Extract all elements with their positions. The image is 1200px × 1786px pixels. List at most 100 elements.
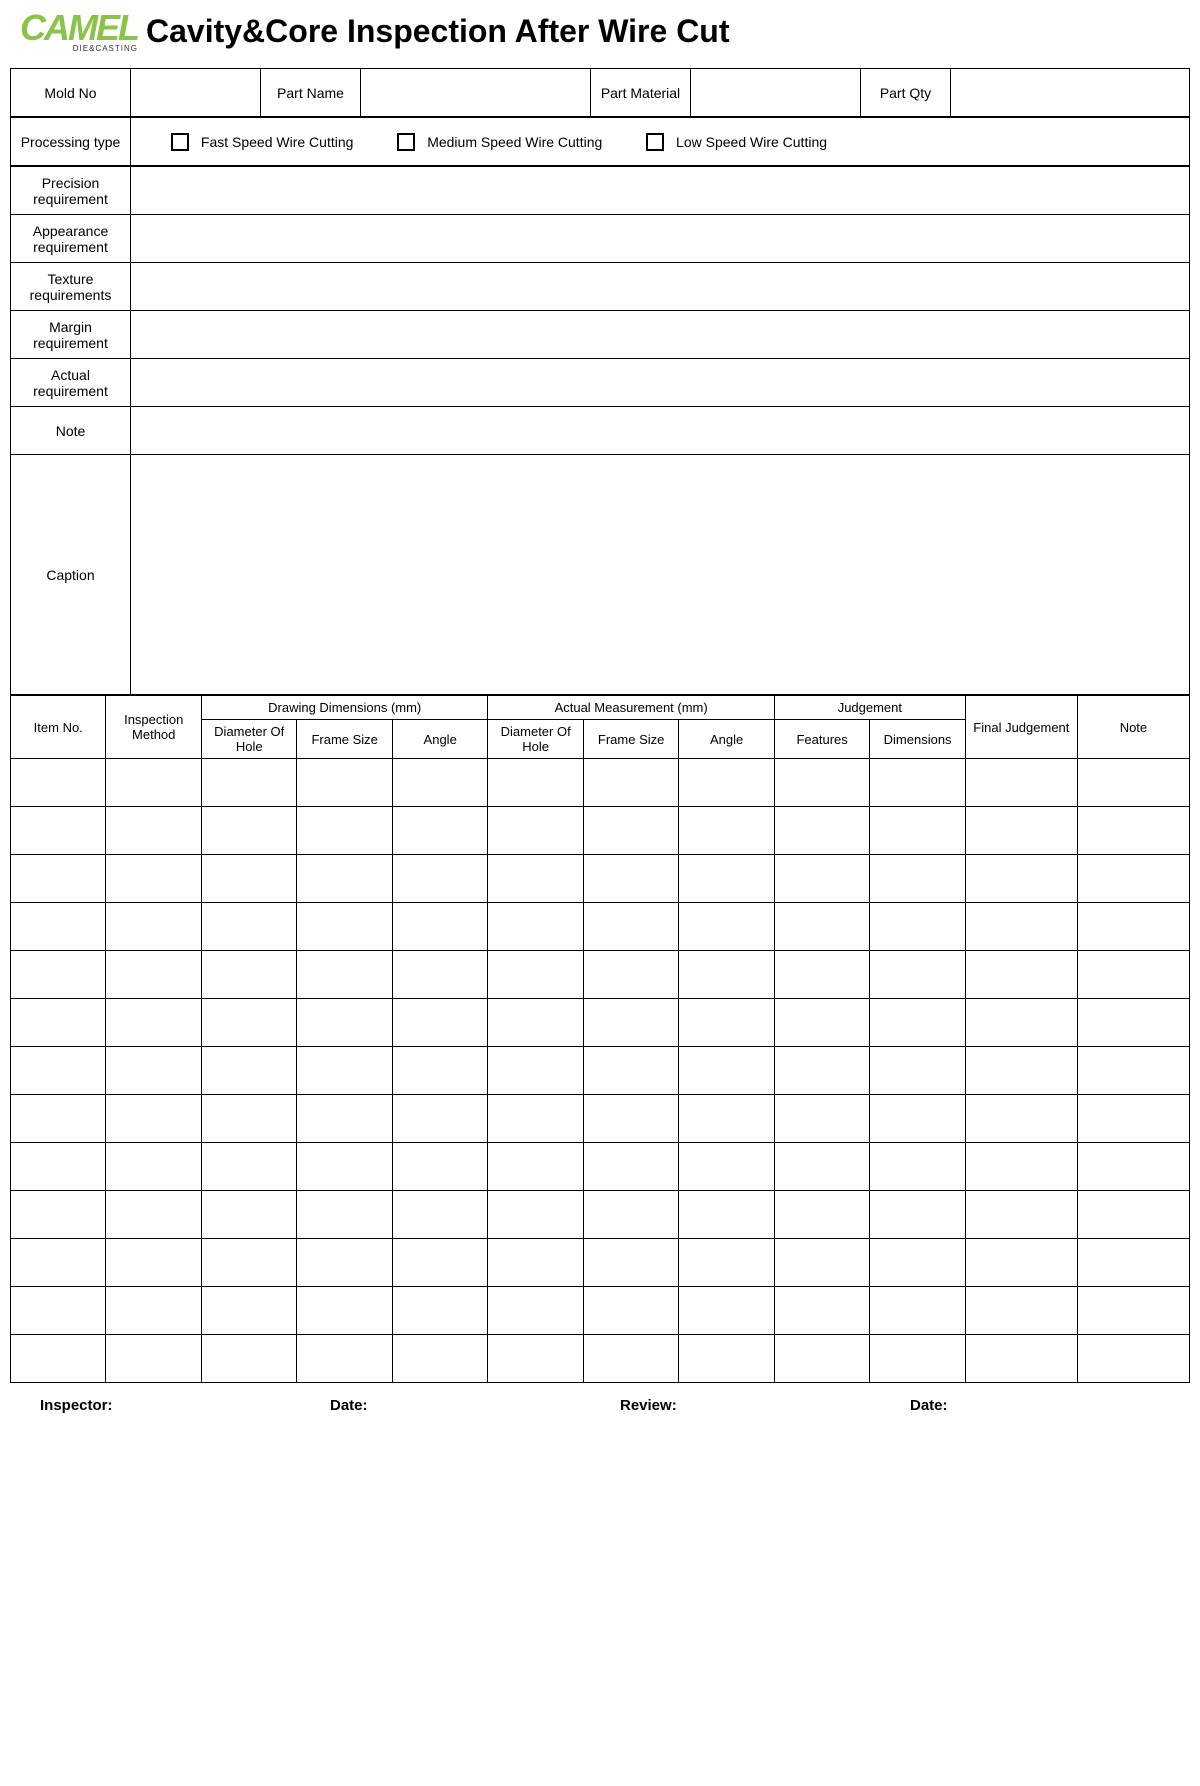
table-cell[interactable]	[392, 807, 487, 855]
table-cell[interactable]	[583, 759, 678, 807]
table-cell[interactable]	[1077, 1335, 1189, 1383]
table-cell[interactable]	[774, 1191, 869, 1239]
table-cell[interactable]	[870, 903, 965, 951]
table-cell[interactable]	[583, 903, 678, 951]
table-cell[interactable]	[965, 807, 1077, 855]
table-cell[interactable]	[1077, 951, 1189, 999]
table-cell[interactable]	[870, 1143, 965, 1191]
actual-value[interactable]	[131, 359, 1190, 407]
table-cell[interactable]	[583, 1095, 678, 1143]
checkbox-medium[interactable]	[397, 133, 415, 151]
checkbox-fast[interactable]	[171, 133, 189, 151]
table-cell[interactable]	[201, 759, 296, 807]
precision-value[interactable]	[131, 167, 1190, 215]
table-cell[interactable]	[583, 999, 678, 1047]
table-cell[interactable]	[488, 1287, 583, 1335]
table-cell[interactable]	[11, 807, 106, 855]
table-cell[interactable]	[488, 1047, 583, 1095]
table-cell[interactable]	[11, 855, 106, 903]
table-cell[interactable]	[679, 1095, 774, 1143]
table-cell[interactable]	[11, 1143, 106, 1191]
table-cell[interactable]	[201, 807, 296, 855]
table-cell[interactable]	[11, 999, 106, 1047]
table-cell[interactable]	[488, 903, 583, 951]
table-cell[interactable]	[679, 855, 774, 903]
table-cell[interactable]	[297, 903, 392, 951]
table-cell[interactable]	[392, 1047, 487, 1095]
part-name-value[interactable]	[361, 69, 591, 117]
table-cell[interactable]	[392, 1287, 487, 1335]
table-cell[interactable]	[106, 1239, 201, 1287]
table-cell[interactable]	[583, 951, 678, 999]
table-cell[interactable]	[488, 1095, 583, 1143]
table-cell[interactable]	[583, 855, 678, 903]
table-cell[interactable]	[965, 759, 1077, 807]
table-cell[interactable]	[297, 1095, 392, 1143]
table-cell[interactable]	[774, 903, 869, 951]
table-cell[interactable]	[297, 759, 392, 807]
table-cell[interactable]	[774, 807, 869, 855]
table-cell[interactable]	[583, 1287, 678, 1335]
note-value[interactable]	[131, 407, 1190, 455]
table-cell[interactable]	[392, 855, 487, 903]
table-cell[interactable]	[774, 1239, 869, 1287]
table-cell[interactable]	[392, 951, 487, 999]
table-cell[interactable]	[297, 1047, 392, 1095]
table-cell[interactable]	[870, 1335, 965, 1383]
table-cell[interactable]	[965, 951, 1077, 999]
table-cell[interactable]	[106, 807, 201, 855]
table-cell[interactable]	[11, 1335, 106, 1383]
table-cell[interactable]	[297, 1239, 392, 1287]
table-cell[interactable]	[392, 999, 487, 1047]
table-cell[interactable]	[679, 1239, 774, 1287]
table-cell[interactable]	[679, 807, 774, 855]
table-cell[interactable]	[11, 759, 106, 807]
table-cell[interactable]	[965, 1047, 1077, 1095]
table-cell[interactable]	[870, 1191, 965, 1239]
table-cell[interactable]	[583, 1143, 678, 1191]
table-cell[interactable]	[583, 807, 678, 855]
table-cell[interactable]	[297, 855, 392, 903]
table-cell[interactable]	[870, 1239, 965, 1287]
table-cell[interactable]	[679, 1191, 774, 1239]
table-cell[interactable]	[679, 999, 774, 1047]
table-cell[interactable]	[392, 903, 487, 951]
table-cell[interactable]	[488, 1335, 583, 1383]
table-cell[interactable]	[965, 1287, 1077, 1335]
table-cell[interactable]	[679, 903, 774, 951]
table-cell[interactable]	[1077, 1191, 1189, 1239]
table-cell[interactable]	[1077, 1287, 1189, 1335]
table-cell[interactable]	[106, 951, 201, 999]
table-cell[interactable]	[774, 951, 869, 999]
table-cell[interactable]	[201, 903, 296, 951]
table-cell[interactable]	[583, 1239, 678, 1287]
checkbox-low[interactable]	[646, 133, 664, 151]
table-cell[interactable]	[774, 759, 869, 807]
table-cell[interactable]	[201, 1095, 296, 1143]
table-cell[interactable]	[965, 1095, 1077, 1143]
table-cell[interactable]	[679, 1287, 774, 1335]
table-cell[interactable]	[201, 1191, 296, 1239]
table-cell[interactable]	[297, 999, 392, 1047]
table-cell[interactable]	[1077, 807, 1189, 855]
table-cell[interactable]	[965, 855, 1077, 903]
table-cell[interactable]	[965, 1143, 1077, 1191]
table-cell[interactable]	[106, 999, 201, 1047]
table-cell[interactable]	[870, 759, 965, 807]
table-cell[interactable]	[297, 807, 392, 855]
table-cell[interactable]	[392, 1143, 487, 1191]
table-cell[interactable]	[679, 1143, 774, 1191]
table-cell[interactable]	[774, 855, 869, 903]
table-cell[interactable]	[965, 999, 1077, 1047]
table-cell[interactable]	[870, 1095, 965, 1143]
table-cell[interactable]	[774, 1335, 869, 1383]
table-cell[interactable]	[106, 1143, 201, 1191]
table-cell[interactable]	[392, 759, 487, 807]
table-cell[interactable]	[488, 1191, 583, 1239]
table-cell[interactable]	[965, 903, 1077, 951]
table-cell[interactable]	[870, 951, 965, 999]
table-cell[interactable]	[11, 903, 106, 951]
table-cell[interactable]	[201, 1239, 296, 1287]
table-cell[interactable]	[965, 1239, 1077, 1287]
table-cell[interactable]	[870, 1287, 965, 1335]
